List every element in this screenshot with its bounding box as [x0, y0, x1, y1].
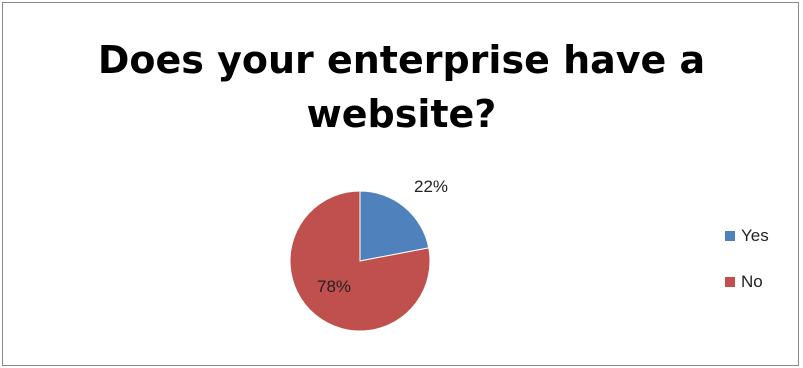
legend-label-yes: Yes	[741, 226, 769, 245]
legend-label-no: No	[741, 272, 763, 291]
chart-title-line-2: website?	[306, 92, 497, 136]
pie-slice-yes	[359, 190, 430, 262]
chart-title: Does your enterprise have a website?	[3, 33, 800, 141]
legend-swatch-no	[725, 277, 735, 287]
pie-slice-no	[289, 190, 431, 332]
legend-item-yes: Yes	[725, 225, 769, 247]
data-label-no: 78%	[317, 277, 351, 296]
legend-swatch-yes	[725, 231, 735, 241]
chart-title-line-1: Does your enterprise have a	[97, 38, 706, 82]
data-label-yes: 22%	[414, 177, 448, 196]
legend-item-no: No	[725, 271, 769, 293]
legend: Yes No	[725, 225, 769, 317]
